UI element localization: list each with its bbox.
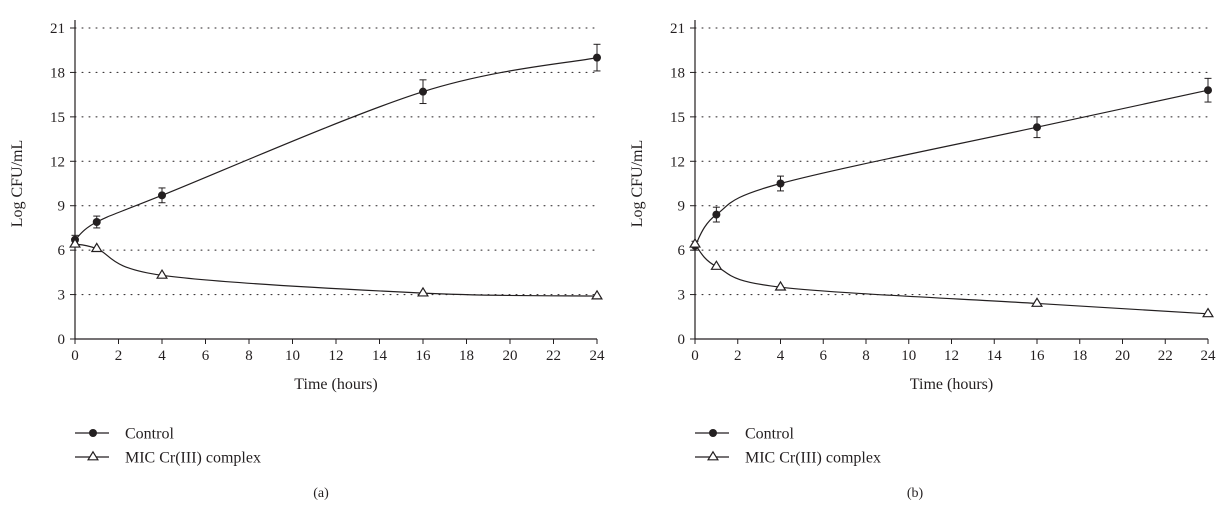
x-tick-label: 18 — [459, 348, 474, 364]
x-tick-label: 8 — [862, 348, 870, 364]
data-point-mic — [156, 268, 168, 279]
data-point-control — [419, 87, 427, 96]
x-tick-label: 22 — [546, 348, 561, 364]
y-tick-label: 6 — [58, 243, 66, 259]
legend-a: Control MIC Cr(III) complex — [75, 426, 261, 467]
series-line-control — [694, 89, 1209, 247]
x-tick-label: 0 — [71, 348, 79, 364]
x-tick-label: 18 — [1072, 348, 1087, 364]
y-tick-label: 9 — [58, 199, 66, 215]
legend-marker-mic — [87, 450, 99, 461]
y-tick-label: 18 — [670, 65, 685, 81]
x-axis-title: Time (hours) — [910, 376, 993, 393]
x-tick-label: 12 — [329, 348, 344, 364]
x-tick-label: 22 — [1158, 348, 1173, 364]
x-tick-label: 2 — [734, 348, 742, 364]
data-point-control — [593, 53, 601, 62]
legend-label-control: Control — [745, 426, 794, 443]
y-tick-label: 12 — [670, 154, 685, 170]
y-tick-label: 0 — [58, 332, 66, 348]
legend-marker-mic — [707, 450, 719, 461]
y-tick-label: 3 — [678, 288, 686, 304]
legend-marker-control — [89, 429, 97, 437]
y-tick-label: 21 — [670, 21, 685, 37]
data-point-control — [158, 191, 166, 200]
series-line-mic — [694, 243, 1209, 315]
data-point-control — [712, 210, 721, 219]
y-axis-title: Log CFU/mL — [629, 140, 646, 228]
x-tick-label: 6 — [202, 348, 210, 364]
data-point-mic — [90, 242, 103, 253]
data-point-mic — [417, 286, 429, 297]
data-point-control — [776, 179, 785, 188]
data-point-mic — [591, 289, 603, 300]
x-tick-label: 2 — [115, 348, 123, 364]
x-tick-label: 16 — [1030, 348, 1046, 364]
x-tick-label: 8 — [245, 348, 253, 364]
series-b — [689, 77, 1214, 318]
panel-label: (b) — [907, 486, 924, 501]
y-tick-label: 21 — [50, 21, 65, 37]
panel-label: (a) — [313, 486, 329, 501]
legend-label-control: Control — [125, 426, 174, 443]
x-axis-title: Time (hours) — [294, 376, 377, 393]
series-a — [69, 43, 603, 300]
y-tick-label: 3 — [58, 288, 66, 304]
chart-panel-b: 0 3 6 9 12 15 18 21 0 2 4 6 8 10 12 14 16 18 20 22 24 Log CF… — [612, 0, 1224, 507]
legend-marker-control — [709, 429, 717, 437]
x-tick-label: 0 — [691, 348, 699, 364]
legend-label-mic: MIC Cr(III) complex — [745, 450, 881, 467]
x-tick-label: 4 — [158, 348, 166, 364]
y-tick-label: 18 — [50, 65, 65, 81]
y-tick-label: 15 — [670, 110, 685, 126]
data-point-control — [92, 218, 101, 227]
y-tick-label: 6 — [678, 243, 686, 259]
x-tick-label: 20 — [503, 348, 518, 364]
data-point-control — [1033, 123, 1041, 132]
series-line-mic — [74, 243, 598, 297]
chart-panel-a: 0 3 6 9 12 15 18 21 0 2 4 6 8 10 12 14 16 18 20 22 24 Log CF… — [9, 20, 605, 501]
data-point-mic — [774, 280, 787, 291]
x-tick-label: 14 — [372, 348, 388, 364]
x-tick-label: 14 — [987, 348, 1003, 364]
y-tick-label: 9 — [678, 199, 686, 215]
data-point-mic — [1031, 297, 1043, 307]
x-tick-label: 16 — [416, 348, 432, 364]
legend-label-mic: MIC Cr(III) complex — [125, 450, 261, 467]
y-tick-label: 12 — [50, 154, 65, 170]
data-point-mic — [1202, 307, 1214, 318]
y-tick-label: 15 — [50, 110, 65, 126]
x-tick-label: 24 — [1201, 348, 1217, 364]
legend-b: Control MIC Cr(III) complex — [695, 426, 881, 467]
x-tick-label: 10 — [285, 348, 300, 364]
x-tick-label: 6 — [820, 348, 828, 364]
x-tick-label: 24 — [590, 348, 606, 364]
x-tick-label: 10 — [901, 348, 916, 364]
x-tick-label: 20 — [1115, 348, 1130, 364]
y-tick-label: 0 — [678, 332, 686, 348]
data-point-control — [1204, 86, 1212, 95]
grid-a — [74, 27, 598, 296]
series-line-control — [74, 57, 598, 241]
y-axis-title: Log CFU/mL — [9, 140, 26, 228]
data-point-mic — [689, 237, 701, 248]
data-point-mic — [710, 260, 723, 270]
data-point-mic — [69, 237, 81, 248]
grid-b — [694, 27, 1209, 296]
x-tick-label: 4 — [777, 348, 785, 364]
x-tick-label: 12 — [944, 348, 959, 364]
